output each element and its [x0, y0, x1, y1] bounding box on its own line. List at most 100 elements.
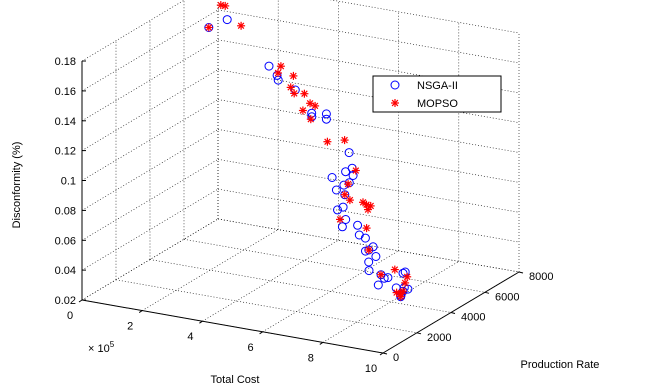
z-tick-label: 0.12	[55, 146, 76, 158]
y-tick-mark	[416, 332, 422, 335]
legend-box	[372, 75, 502, 113]
grid-line-z-back	[217, 129, 520, 183]
mopso-point	[364, 246, 373, 254]
grid-line-z-back	[329, 0, 520, 34]
grid-line-x-floor	[142, 229, 279, 311]
nsga-ii-point	[373, 280, 383, 290]
mopso-point	[403, 272, 412, 281]
nsga-ii-point	[264, 61, 274, 71]
x-tick-label: 10	[365, 363, 377, 375]
z-tick-label: 0.06	[55, 235, 76, 247]
x-tick-label: 4	[187, 331, 193, 343]
z-axis-label: Disconformity (%)	[11, 142, 23, 229]
mopso-point	[362, 200, 371, 209]
nsga-ii-point	[344, 178, 354, 188]
x-tick-label: 2	[127, 321, 133, 333]
mopso-point	[344, 180, 353, 189]
nsga-ii-point	[327, 173, 337, 182]
tick-labels: 0 2 4 6 8 10 0 2000 4000 6000 8000 0.02 0.04 0.06 0.08…	[55, 56, 554, 375]
z-tick-label: 0.02	[55, 295, 76, 307]
mopso-point	[286, 83, 295, 92]
x-axis-line	[81, 299, 384, 354]
grid-line-y-floor	[183, 239, 486, 293]
grid-line-x-floor	[202, 239, 339, 322]
legend-star-marker	[391, 99, 399, 107]
z-tick-label: 0.14	[55, 116, 76, 128]
data-markers	[204, 1, 413, 302]
mopso-point	[377, 270, 385, 279]
nsga-ii-point	[338, 202, 348, 212]
nsga-ii-point	[337, 222, 347, 232]
legend-label-mopso: MOPSO	[417, 98, 458, 110]
legend-nsga-marker	[390, 80, 400, 90]
grid-line-z-back	[217, 9, 520, 64]
y-axis-label: Production Rate	[521, 359, 600, 371]
x-axis-multiplier: × 105	[88, 340, 115, 355]
y-tick-label: 6000	[495, 291, 519, 303]
y-tick-mark	[382, 352, 388, 355]
nsga-ii-point	[344, 148, 354, 158]
mopso-point	[290, 89, 299, 98]
nsga-ii-point	[354, 230, 364, 240]
mopso-point	[204, 23, 213, 32]
mopso-point	[306, 115, 315, 124]
z-tick-label: 0.16	[55, 86, 76, 98]
y-tick-mark	[450, 312, 456, 314]
mopso-point	[237, 21, 246, 30]
z-tick-label: 0.04	[55, 265, 76, 277]
mopso-point	[340, 190, 349, 199]
x-tick-mark	[319, 341, 324, 345]
x-tick-mark	[138, 310, 143, 314]
z-tick-label: 0.1	[61, 176, 76, 188]
y-tick-label: 8000	[529, 271, 553, 283]
mopso-point	[401, 278, 410, 287]
nsga-ii-point	[364, 266, 374, 276]
grid-line-y-floor	[115, 279, 418, 334]
mopso-point	[311, 101, 320, 110]
legend-label-nsga: NSGA-II	[417, 80, 458, 92]
nsga-ii-point	[307, 108, 317, 118]
grid-line-z-side	[81, 159, 219, 241]
nsga-ii-point	[364, 257, 374, 267]
series-mopso	[204, 1, 412, 301]
nsga-ii-point	[333, 205, 342, 215]
nsga-ii-point	[383, 273, 393, 283]
nsga-ii-point	[222, 15, 232, 25]
mopso-point	[274, 69, 282, 77]
mopso-point	[323, 137, 332, 146]
nsga-ii-point	[273, 75, 283, 85]
x-axis-label: Total Cost	[211, 374, 260, 385]
mopso-point	[276, 62, 285, 71]
legend: NSGA-II MOPSO	[372, 75, 502, 113]
x-tick-label: 8	[308, 352, 314, 364]
mopso-point	[336, 215, 344, 224]
mopso-point	[221, 1, 230, 10]
legend-mopso-marker	[391, 99, 399, 107]
nsga-ii-point	[321, 114, 331, 124]
nsga-ii-point	[341, 167, 351, 177]
x-tick-mark	[78, 299, 83, 303]
nsga-ii-point	[348, 171, 358, 180]
mopso-point	[345, 196, 354, 205]
mopso-point	[216, 1, 225, 10]
nsga-ii-point	[331, 185, 341, 195]
mopso-point	[289, 71, 298, 80]
y-tick-label: 0	[393, 352, 399, 364]
y-tick-label: 4000	[461, 312, 485, 324]
x-tick-label: 0	[67, 310, 73, 322]
mopso-point	[396, 292, 405, 301]
nsga-ii-point	[353, 220, 363, 230]
mopso-point	[298, 106, 307, 115]
grid-line-z-back	[217, 188, 520, 243]
z-tick-label: 0.18	[55, 56, 76, 68]
nsga-ii-point	[360, 233, 370, 243]
grid-line-z-side	[81, 188, 219, 271]
nsga-ii-point	[321, 109, 331, 119]
nsga-ii-point	[400, 267, 410, 277]
mopso-point	[300, 89, 309, 98]
mopso-point	[390, 265, 399, 274]
grid-line-x-floor	[322, 261, 459, 343]
x-tick-mark	[379, 352, 384, 356]
mopso-point	[362, 224, 371, 233]
